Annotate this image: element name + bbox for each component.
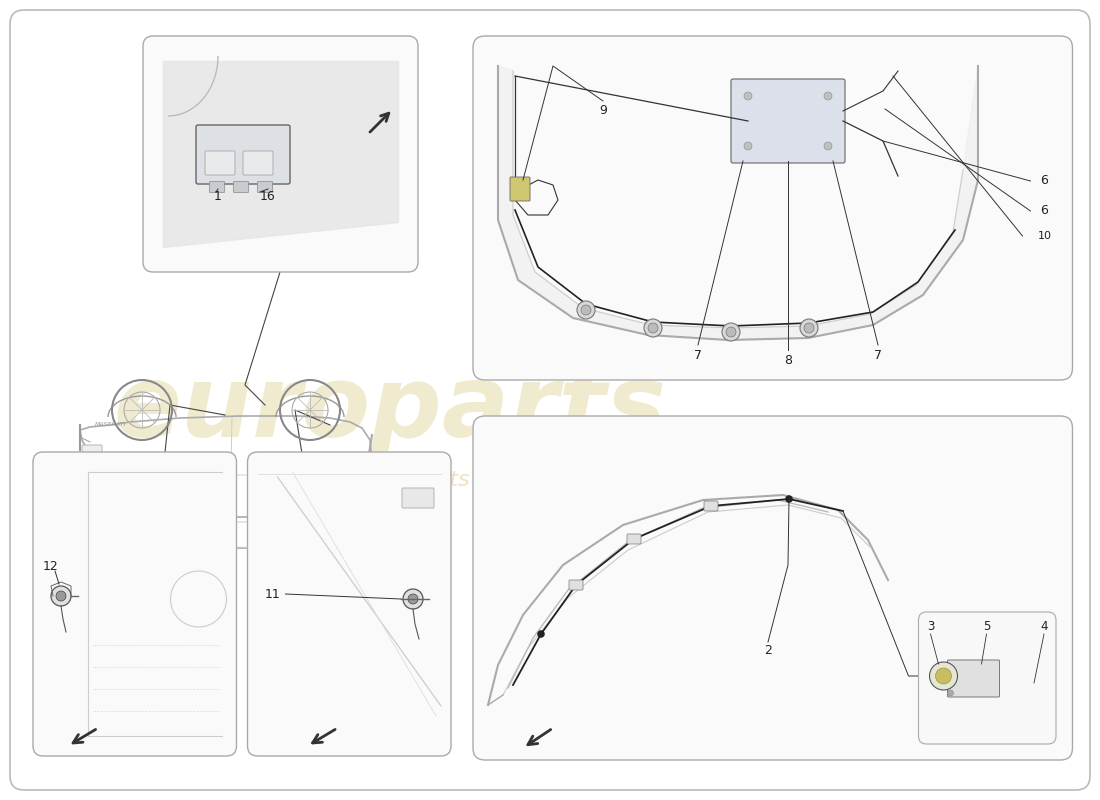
FancyBboxPatch shape [704,501,718,511]
Polygon shape [310,505,332,538]
Text: 16: 16 [260,190,276,202]
Circle shape [403,589,424,609]
Text: 7: 7 [874,349,882,362]
FancyBboxPatch shape [732,79,845,163]
Circle shape [578,301,595,319]
FancyBboxPatch shape [209,182,224,193]
Circle shape [824,142,832,150]
Text: 6: 6 [1041,205,1048,218]
FancyBboxPatch shape [402,488,434,508]
Text: 9: 9 [600,105,607,118]
Circle shape [744,142,752,150]
FancyBboxPatch shape [947,660,1000,697]
FancyBboxPatch shape [143,36,418,272]
Text: 5: 5 [982,619,990,633]
Text: 6: 6 [1041,174,1048,187]
Text: 4: 4 [1041,619,1047,633]
Circle shape [581,305,591,315]
Circle shape [538,630,544,638]
Circle shape [56,591,66,601]
Circle shape [726,327,736,337]
Text: 3: 3 [927,619,934,633]
Text: 7: 7 [694,349,702,362]
FancyBboxPatch shape [205,151,235,175]
Text: 1: 1 [214,190,222,202]
FancyBboxPatch shape [248,452,451,756]
Circle shape [935,668,952,684]
Text: europarts: europarts [113,362,667,458]
Circle shape [947,690,954,696]
FancyBboxPatch shape [10,10,1090,790]
Text: 11: 11 [265,587,280,601]
FancyBboxPatch shape [918,612,1056,744]
FancyBboxPatch shape [473,416,1072,760]
Circle shape [707,502,715,510]
FancyBboxPatch shape [569,580,583,590]
Text: MASERATI: MASERATI [95,422,126,426]
Circle shape [648,323,658,333]
Circle shape [408,594,418,604]
Circle shape [930,662,957,690]
Circle shape [800,319,818,337]
Circle shape [824,92,832,100]
Text: 12: 12 [43,559,59,573]
FancyBboxPatch shape [257,182,273,193]
FancyBboxPatch shape [233,182,249,193]
Circle shape [572,582,580,589]
FancyBboxPatch shape [627,534,641,544]
FancyBboxPatch shape [510,177,530,201]
Circle shape [785,495,792,502]
Polygon shape [163,61,398,247]
FancyBboxPatch shape [82,445,102,457]
Circle shape [804,323,814,333]
Text: a passion for parts since 1985: a passion for parts since 1985 [262,470,598,490]
Text: 8: 8 [784,354,792,366]
Circle shape [644,319,662,337]
Text: 2: 2 [764,643,772,657]
Polygon shape [498,66,978,340]
FancyBboxPatch shape [473,36,1072,380]
Circle shape [744,92,752,100]
Polygon shape [145,502,190,535]
FancyBboxPatch shape [243,151,273,175]
Text: 10: 10 [1037,231,1052,241]
FancyBboxPatch shape [196,125,290,184]
Circle shape [630,535,638,542]
Circle shape [722,323,740,341]
FancyBboxPatch shape [33,452,236,756]
Circle shape [51,586,72,606]
